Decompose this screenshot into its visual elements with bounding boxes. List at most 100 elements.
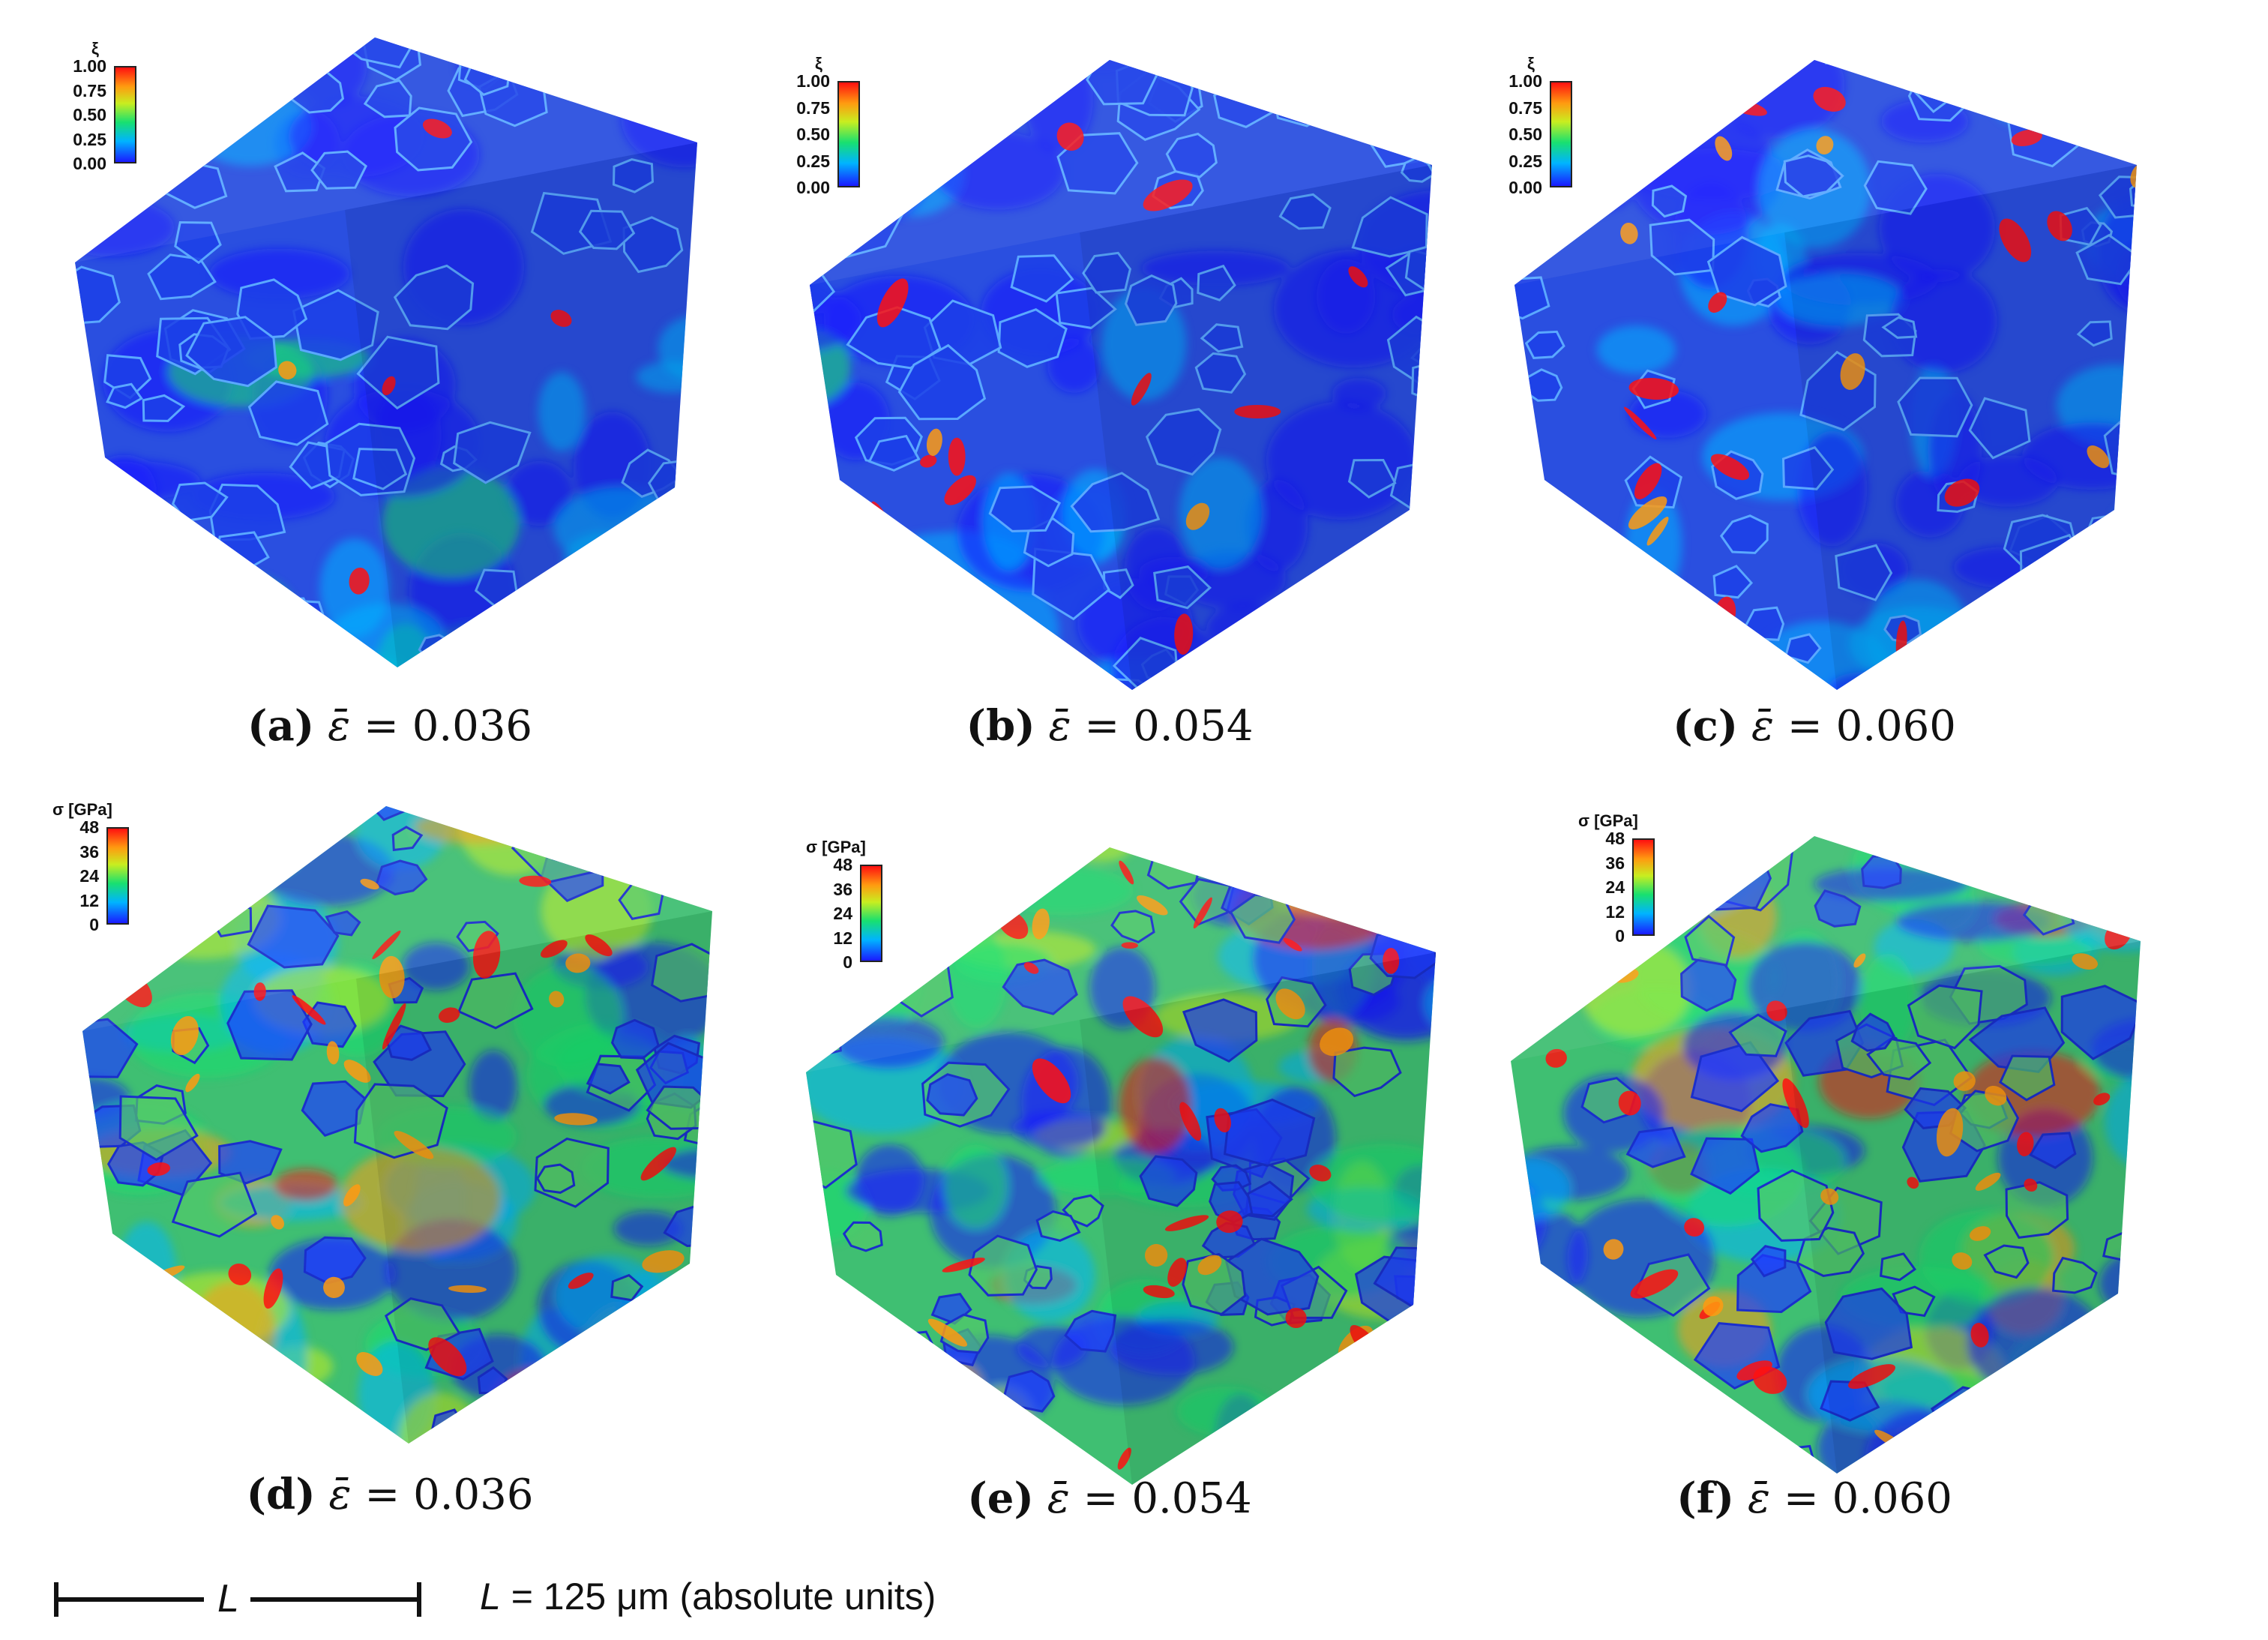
caption-space (1034, 1474, 1047, 1523)
colorbar-legend: σ [GPa] 48 36 24 12 0 (806, 838, 911, 1016)
colorbar-tick-label: 0.25 (1509, 151, 1542, 171)
caption-paren: ( (246, 1470, 267, 1519)
caption-paren: ) (1714, 1474, 1735, 1523)
caption-space (1119, 1474, 1132, 1523)
colorbar-legend: ξ 1.00 0.75 0.50 0.25 0.00 (60, 39, 157, 217)
colorbar-tick-label: 36 (833, 879, 852, 899)
panel-caption: (f) ε̄ = 0.060 (1676, 1474, 1952, 1523)
caption-space (1071, 702, 1085, 751)
colorbar-tick-label: 0.75 (796, 97, 830, 118)
caption-space (1823, 702, 1836, 751)
caption-paren: ) (1015, 701, 1035, 751)
microstructure-cube-render (82, 806, 712, 1444)
colorbar-tick-label: 48 (79, 817, 99, 837)
colorbar-tick-label: 0.25 (796, 151, 830, 171)
colorbar-tick-label: 0.50 (1509, 124, 1542, 144)
panel-caption: (d) ε̄ = 0.036 (247, 1470, 534, 1519)
strain-symbol: ε̄ (1747, 1474, 1771, 1523)
colorbar-tick-label: 48 (833, 855, 852, 874)
strain-symbol: ε̄ (1048, 702, 1071, 751)
caption-space (316, 1471, 329, 1519)
caption-paren: ) (1718, 701, 1739, 751)
scale-bar-right-line (250, 1597, 421, 1602)
colorbar-title: σ [GPa] (806, 838, 866, 856)
caption-space (350, 702, 364, 751)
colorbar-tick-label: 0.75 (73, 80, 106, 100)
caption-space (400, 1471, 413, 1519)
caption-space (314, 702, 328, 751)
scale-bar-label: L (217, 1577, 239, 1621)
caption-space (1734, 1474, 1748, 1523)
strain-value: 0.036 (413, 1471, 534, 1519)
colorbar-tick-label: 1.00 (73, 56, 106, 76)
panel-letter: f (1696, 1474, 1715, 1523)
scale-bar-left-line (54, 1597, 204, 1602)
panel-caption: (a) ε̄ = 0.036 (247, 701, 532, 751)
panel-letter: b (986, 701, 1016, 751)
scale-bar: L (54, 1577, 429, 1621)
scale-description: L = 125 μm (absolute units) (480, 1575, 936, 1618)
caption-space (399, 702, 412, 751)
caption-space (1035, 702, 1049, 751)
panel-letter: a (267, 701, 295, 751)
caption-paren: ( (966, 701, 987, 751)
colorbar-legend: σ [GPa] 48 36 24 12 0 (1578, 811, 1683, 990)
strain-value: 0.054 (1131, 1474, 1252, 1523)
colorbar-tick-label: 24 (1605, 877, 1625, 897)
colorbar-tick-label: 12 (79, 890, 99, 910)
panel-letter: c (1692, 701, 1718, 751)
colorbar-tick-label: 12 (833, 928, 852, 948)
equals-sign: = (1783, 1474, 1819, 1523)
colorbar-legend: ξ 1.00 0.75 0.50 0.25 0.00 (1496, 54, 1593, 241)
colorbar-tick-label: 48 (1605, 829, 1625, 848)
colorbar-tick-label: 36 (1605, 853, 1625, 873)
colorbar-title: ξ (815, 54, 822, 73)
microstructure-cube-render (1511, 836, 2141, 1474)
strain-symbol: ε̄ (328, 702, 351, 751)
panel-letter: d (266, 1470, 296, 1519)
colorbar-title: σ [GPa] (52, 800, 112, 819)
caption-paren: ) (294, 701, 315, 751)
colorbar-tick-label: 0.00 (1509, 178, 1542, 197)
colorbar-tick-label: 0.50 (796, 124, 830, 144)
caption-space (1819, 1474, 1832, 1523)
caption-space (1119, 702, 1133, 751)
colorbar-gradient (1632, 838, 1655, 936)
panel-caption: (b) ε̄ = 0.054 (966, 701, 1254, 751)
colorbar-tick-label: 0.25 (73, 129, 106, 149)
colorbar-tick-label: 1.00 (1509, 71, 1542, 91)
colorbar-title: ξ (91, 39, 99, 58)
caption-paren: ( (1676, 1474, 1697, 1523)
colorbar-legend: ξ 1.00 0.75 0.50 0.25 0.00 (783, 54, 881, 241)
scale-description-symbol: L (480, 1576, 501, 1618)
colorbar-title: σ [GPa] (1578, 811, 1638, 830)
strain-value: 0.054 (1133, 702, 1254, 751)
scale-bar-right-cap (417, 1582, 421, 1617)
caption-space (1774, 702, 1787, 751)
colorbar-gradient (1550, 81, 1572, 187)
caption-space (1738, 702, 1751, 751)
colorbar-gradient (860, 865, 882, 962)
equals-sign: = (1787, 702, 1823, 751)
strain-symbol: ε̄ (328, 1471, 352, 1519)
colorbar-tick-label: 0 (89, 915, 99, 934)
colorbar-tick-label: 0.00 (796, 178, 830, 197)
strain-value: 0.060 (1835, 702, 1956, 751)
caption-space (1070, 1474, 1083, 1523)
microstructure-cube-render (75, 37, 697, 667)
colorbar-tick-label: 12 (1605, 901, 1625, 922)
colorbar-legend: σ [GPa] 48 36 24 12 0 (52, 800, 157, 979)
colorbar-tick-label: 1.00 (796, 71, 830, 91)
colorbar-gradient (114, 66, 136, 163)
colorbar-tick-label: 24 (79, 866, 99, 886)
caption-paren: ( (1673, 701, 1693, 751)
microstructure-cube-render (810, 60, 1432, 690)
equals-sign: = (364, 1471, 400, 1519)
colorbar-tick-label: 36 (79, 841, 99, 862)
panel-letter: e (987, 1474, 1014, 1523)
colorbar-title: ξ (1527, 54, 1535, 73)
equals-sign: = (1083, 1474, 1119, 1523)
caption-paren: ) (295, 1470, 316, 1519)
colorbar-gradient (837, 81, 860, 187)
equals-sign: = (363, 702, 399, 751)
